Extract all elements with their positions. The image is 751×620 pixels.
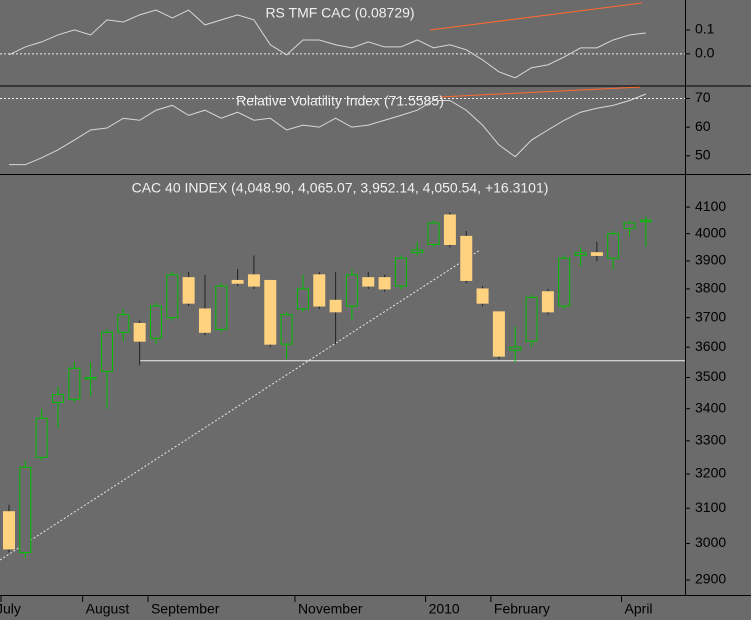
candle-body xyxy=(427,222,440,245)
x-tick-label: April xyxy=(625,601,653,617)
x-tick-label: July xyxy=(0,601,21,617)
candle-body xyxy=(623,222,636,229)
candle-body xyxy=(574,252,587,256)
candle-body xyxy=(3,511,15,550)
candle-body xyxy=(525,296,538,342)
candle-body xyxy=(476,288,489,304)
candle-body xyxy=(133,322,146,342)
y-tick-label: 4000 xyxy=(695,224,726,240)
x-tick-label: August xyxy=(86,601,130,617)
candle-body xyxy=(378,277,391,290)
candle-body xyxy=(443,214,456,245)
candle-body xyxy=(509,346,522,351)
y-tick-label: 3800 xyxy=(695,280,726,296)
candle-body xyxy=(492,311,505,357)
candle-body xyxy=(558,257,571,307)
indicator-line xyxy=(8,9,646,79)
candle-body xyxy=(280,314,293,345)
candle-body xyxy=(607,233,620,259)
y-tick-label: 0.1 xyxy=(695,21,715,37)
y-tick-label: 3400 xyxy=(695,399,726,415)
candle-body xyxy=(411,249,424,254)
candle-body xyxy=(182,277,195,304)
y-tick-label: 3100 xyxy=(695,499,726,515)
candle-body xyxy=(84,376,97,380)
y-tick-label: 4100 xyxy=(695,198,726,214)
y-tick-label: 50 xyxy=(695,147,711,163)
y-tick-label: 3200 xyxy=(695,465,726,481)
candle-body xyxy=(231,279,244,284)
trend-line xyxy=(439,86,641,98)
candle-body xyxy=(541,291,554,313)
panel-title: RS TMF CAC (0.08729) xyxy=(265,5,414,21)
x-tick-label: 2010 xyxy=(429,601,460,617)
candle-body xyxy=(68,367,81,400)
y-tick-label: 0.0 xyxy=(695,45,715,61)
y-tick-label: 3700 xyxy=(695,308,726,324)
panel-title: CAC 40 INDEX (4,048.90, 4,065.07, 3,952.… xyxy=(132,180,549,196)
candle-body xyxy=(100,331,113,372)
y-tick-label: 3500 xyxy=(695,368,726,384)
y-tick-label: 60 xyxy=(695,118,711,134)
y-tick-label: 3600 xyxy=(695,338,726,354)
candle-body xyxy=(117,314,130,333)
candle-body xyxy=(149,305,162,339)
candle-body xyxy=(247,274,260,287)
trend-line xyxy=(0,249,481,561)
y-tick-label: 3000 xyxy=(695,534,726,550)
candle-body xyxy=(35,417,48,458)
x-tick-label: September xyxy=(151,601,220,617)
candle-body xyxy=(313,274,326,307)
y-tick-label: 2900 xyxy=(695,571,726,587)
candle-body xyxy=(362,277,375,287)
candle-body xyxy=(460,235,473,281)
candle-body xyxy=(394,257,407,287)
y-tick-label: 3300 xyxy=(695,432,726,448)
candle-body xyxy=(329,299,342,313)
candle-body xyxy=(19,466,32,554)
x-tick-label: February xyxy=(494,601,550,617)
indicator-line xyxy=(9,93,647,166)
candle-body xyxy=(639,219,652,223)
candle-body xyxy=(590,252,603,256)
candle-body xyxy=(198,308,211,333)
y-tick-label: 70 xyxy=(695,89,711,105)
candle-body xyxy=(51,394,64,403)
x-tick-label: November xyxy=(298,601,363,617)
panel-title: Relative Volatility Index (71.5585) xyxy=(236,93,444,109)
trend-line xyxy=(429,2,643,31)
candle-body xyxy=(215,285,228,330)
candle-body xyxy=(264,279,277,345)
y-tick-label: 3900 xyxy=(695,252,726,268)
candle-body xyxy=(296,288,309,310)
candle-body xyxy=(345,274,358,307)
candle-body xyxy=(166,274,179,319)
